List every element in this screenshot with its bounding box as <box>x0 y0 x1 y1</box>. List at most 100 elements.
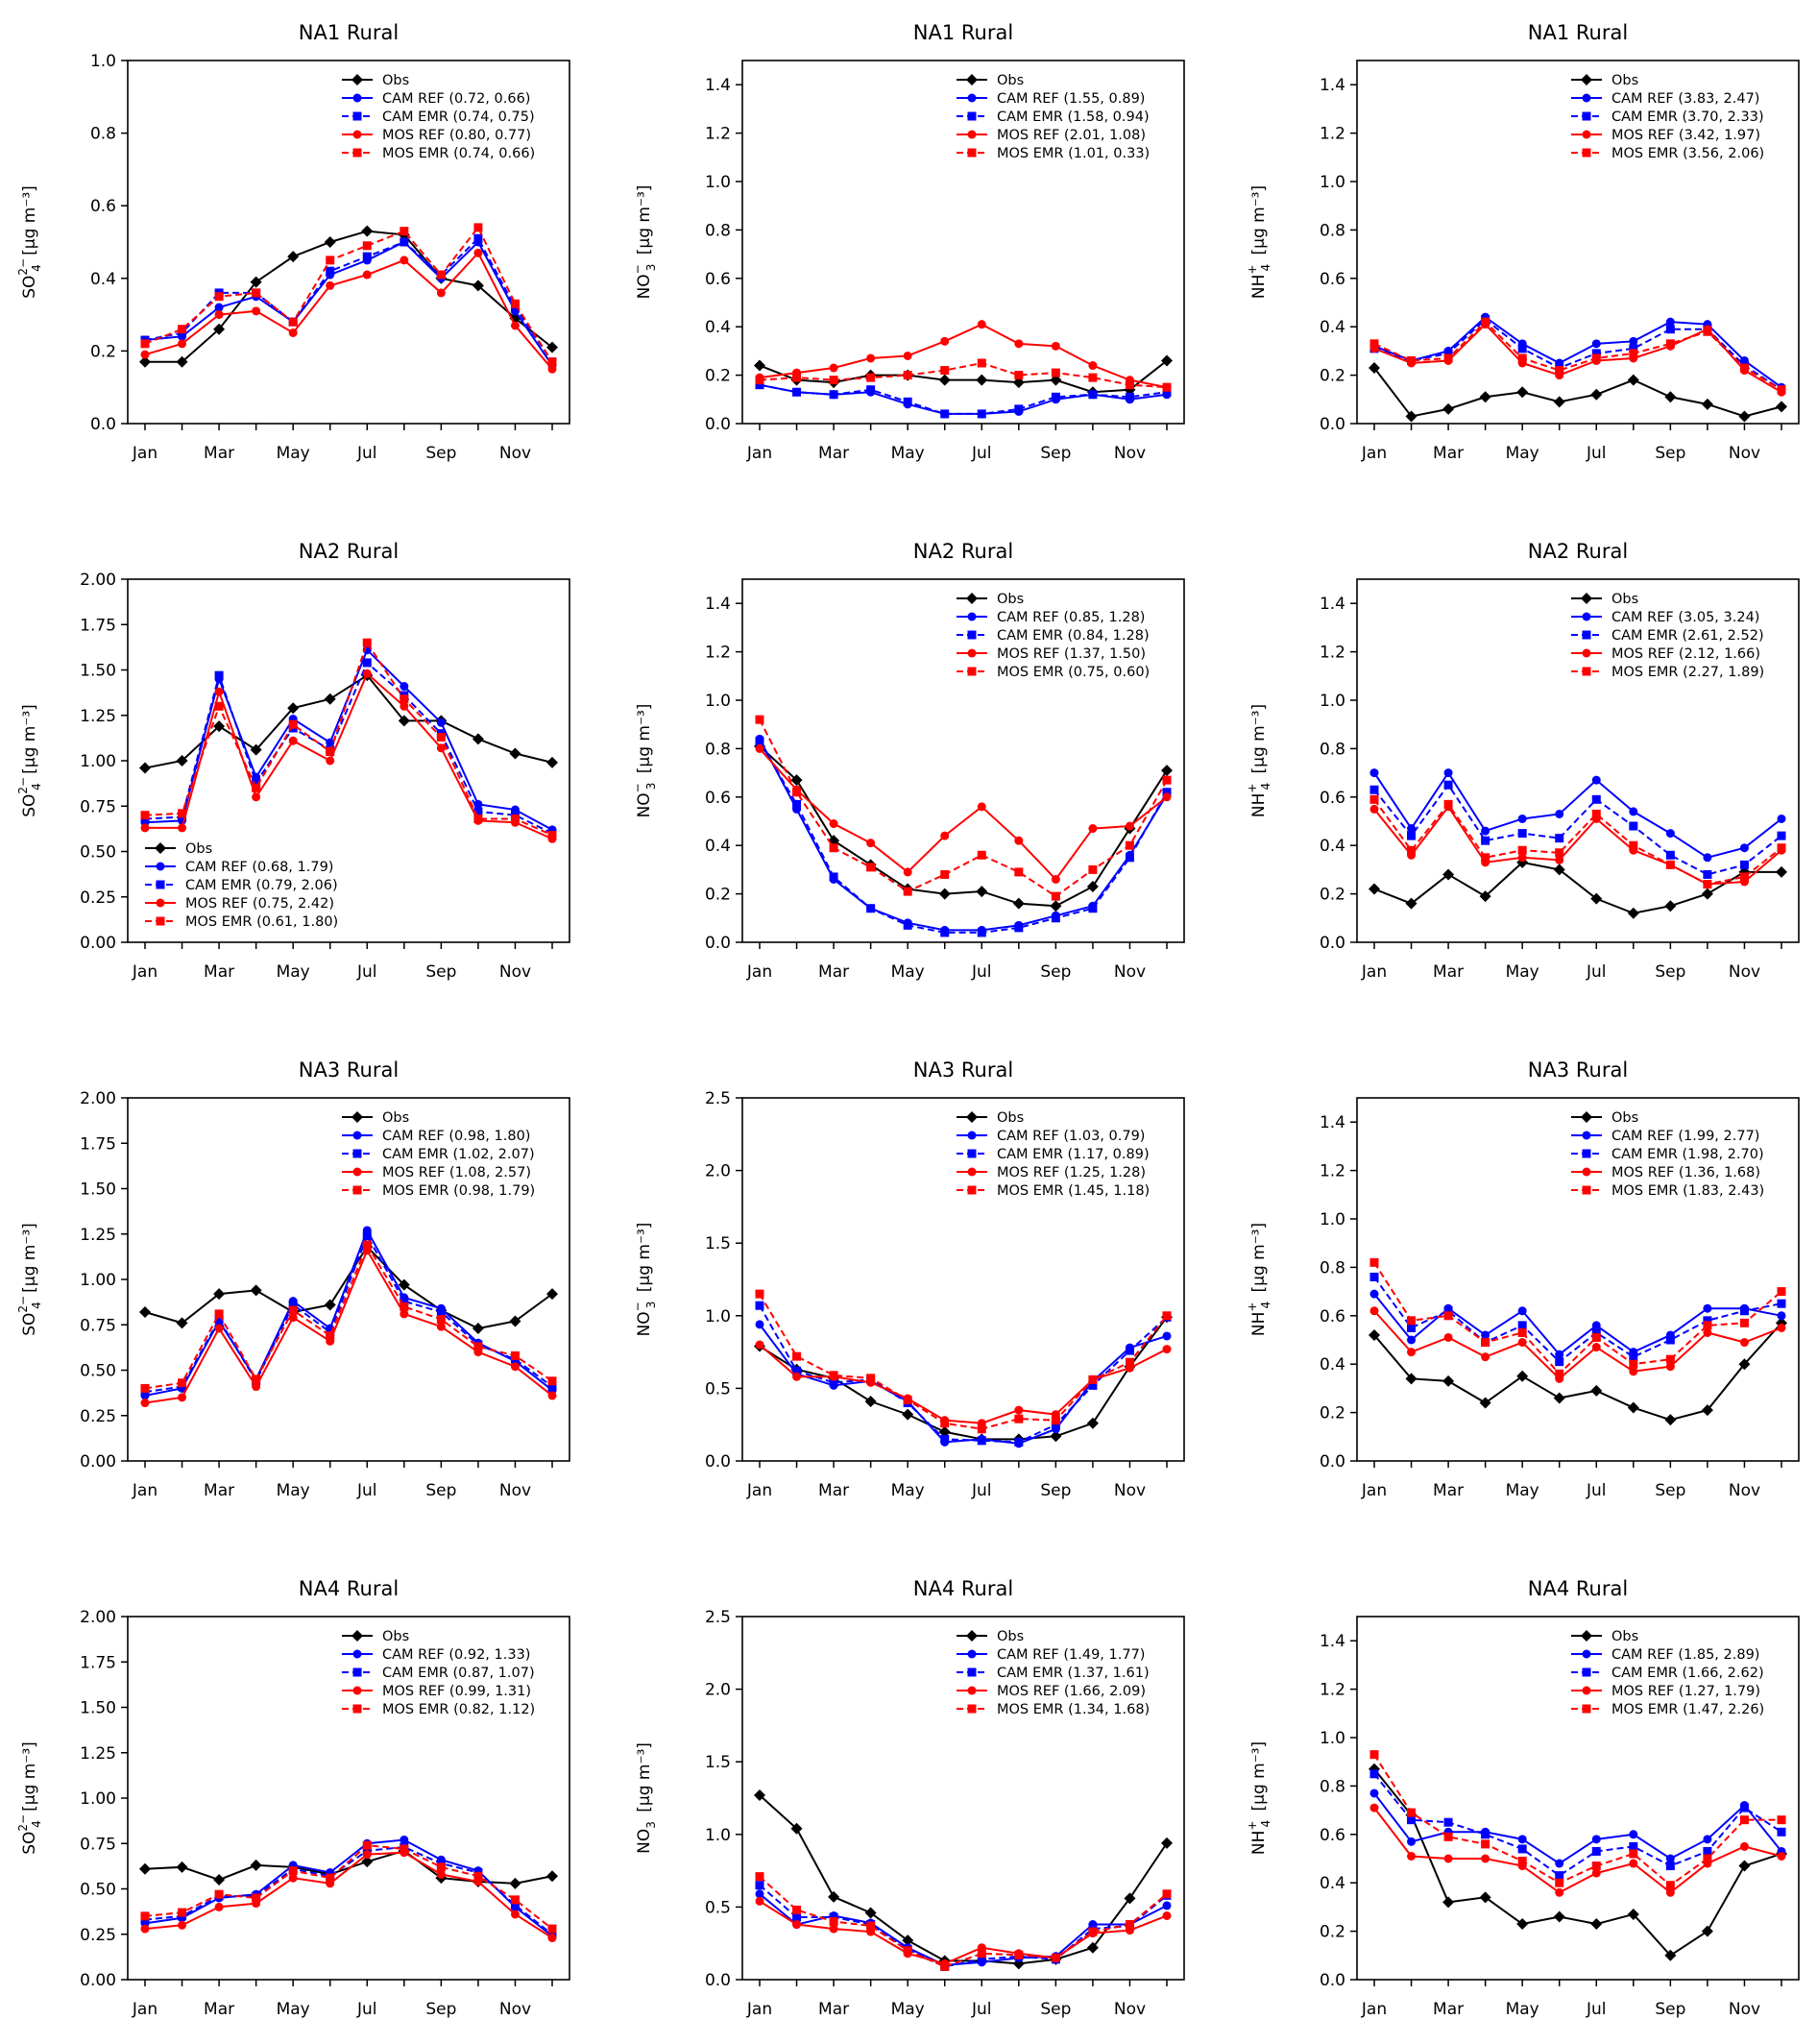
legend-label: Obs <box>997 1110 1024 1126</box>
x-tick-label: Jul <box>1586 962 1607 982</box>
y-tick-label: 0.6 <box>1320 270 1345 289</box>
data-point <box>1407 1837 1417 1846</box>
y-axis-label-base: SO <box>20 794 39 817</box>
data-point <box>1517 1321 1527 1330</box>
y-tick-label: 0.6 <box>1320 1307 1345 1326</box>
y-axis-label-sub: 4 <box>30 1820 43 1828</box>
series-line <box>144 1242 553 1390</box>
data-point <box>1517 1327 1527 1337</box>
data-point <box>288 1866 298 1876</box>
legend-marker <box>1582 1686 1591 1695</box>
y-tick-label: 1.75 <box>80 1653 116 1672</box>
data-point <box>214 1309 224 1319</box>
legend-marker <box>967 1185 977 1195</box>
x-tick-label: Jul <box>971 2000 992 2019</box>
data-point <box>473 814 483 823</box>
chart-panel: NA1 Rural 0.0 0.2 0.4 0.6 0.8 1.0 1.2 1.4 Jan Mar M… <box>631 21 1185 463</box>
y-axis-label-sup: 2− <box>16 258 30 276</box>
data-point <box>436 1315 446 1325</box>
data-point <box>547 830 557 840</box>
data-point <box>1591 775 1601 785</box>
y-axis-label-sub: 4 <box>30 1302 43 1309</box>
data-point <box>1777 814 1786 823</box>
data-point <box>1664 1949 1677 1961</box>
data-point <box>1088 864 1098 874</box>
chart-title: NA4 Rural <box>299 1577 399 1600</box>
y-tick-label: 0.0 <box>705 934 731 953</box>
data-point <box>1665 317 1675 327</box>
data-point <box>1481 317 1490 327</box>
series-line <box>759 745 1168 908</box>
data-point <box>1739 1338 1749 1348</box>
data-point <box>400 694 409 704</box>
data-point <box>1591 794 1601 804</box>
x-tick-label: Jan <box>132 962 157 982</box>
y-tick-label: 0.00 <box>80 1971 116 1990</box>
data-point <box>1014 404 1024 414</box>
data-point <box>755 1289 764 1299</box>
data-point <box>288 1313 298 1323</box>
data-point <box>1627 907 1639 919</box>
y-axis-label-sup: + <box>1246 1302 1259 1312</box>
data-point <box>178 823 187 833</box>
data-point <box>1553 1910 1565 1923</box>
y-tick-label: 1.0 <box>705 692 731 711</box>
data-point <box>1629 1849 1638 1859</box>
data-point <box>288 719 298 729</box>
series <box>755 737 1172 937</box>
data-point <box>792 799 802 809</box>
y-axis-label-sub: 3 <box>644 1821 658 1829</box>
data-point <box>755 1872 764 1882</box>
legend-marker <box>1582 1131 1591 1140</box>
data-point <box>1012 897 1025 910</box>
data-point <box>1776 401 1787 413</box>
x-tick-label: May <box>1506 2000 1539 2019</box>
data-point <box>214 701 224 711</box>
y-axis-label-sub: 3 <box>644 1302 658 1309</box>
data-point <box>510 321 520 330</box>
data-point <box>1665 1354 1675 1364</box>
y-tick-label: 0.2 <box>90 342 116 361</box>
data-point <box>792 1366 802 1375</box>
plot-frame <box>741 1616 1185 1981</box>
data-point <box>1443 349 1453 358</box>
data-point <box>1088 390 1098 400</box>
chart-title: NA1 Rural <box>913 21 1013 44</box>
data-point <box>1703 1327 1712 1337</box>
data-point <box>1703 1303 1712 1313</box>
data-point <box>829 872 838 882</box>
data-point <box>473 799 483 809</box>
data-point <box>1124 1892 1136 1905</box>
data-point <box>1629 1841 1638 1851</box>
data-point <box>1591 1846 1601 1856</box>
y-tick-label: 0.5 <box>705 1379 731 1399</box>
y-tick-label: 0.8 <box>1320 221 1345 240</box>
x-tick-label: Jan <box>132 444 157 463</box>
data-point <box>1665 1862 1675 1871</box>
y-axis-label: NO−3 [μg m⁻³] <box>631 704 658 818</box>
y-axis-label-sub: 4 <box>1259 1820 1272 1828</box>
plot-frame <box>1356 60 1800 425</box>
x-tick-label: Sep <box>1655 1481 1685 1500</box>
legend-marker <box>1582 93 1591 103</box>
legend-marker <box>352 1649 362 1659</box>
data-point <box>1407 355 1417 365</box>
data-point <box>1443 1332 1453 1342</box>
data-point <box>1703 869 1712 879</box>
data-point <box>1777 1287 1786 1297</box>
x-tick-label: Nov <box>1114 444 1146 463</box>
data-point <box>1629 1367 1638 1376</box>
data-point <box>1665 1335 1675 1345</box>
legend-label: MOS REF (1.37, 1.50) <box>997 646 1146 662</box>
data-point <box>1516 1370 1529 1382</box>
data-point <box>903 371 912 380</box>
data-point <box>1086 881 1099 893</box>
chart-title: NA3 Rural <box>299 1058 399 1082</box>
data-point <box>1517 344 1527 353</box>
data-point <box>829 1924 838 1934</box>
chart-panel: NA4 Rural 0.0 0.2 0.4 0.6 0.8 1.0 1.2 1.4 Jan Mar M… <box>1246 1577 1800 2019</box>
series-line <box>759 718 1168 898</box>
data-point <box>1161 1837 1173 1849</box>
data-point <box>473 1342 483 1351</box>
data-point <box>1555 855 1564 864</box>
